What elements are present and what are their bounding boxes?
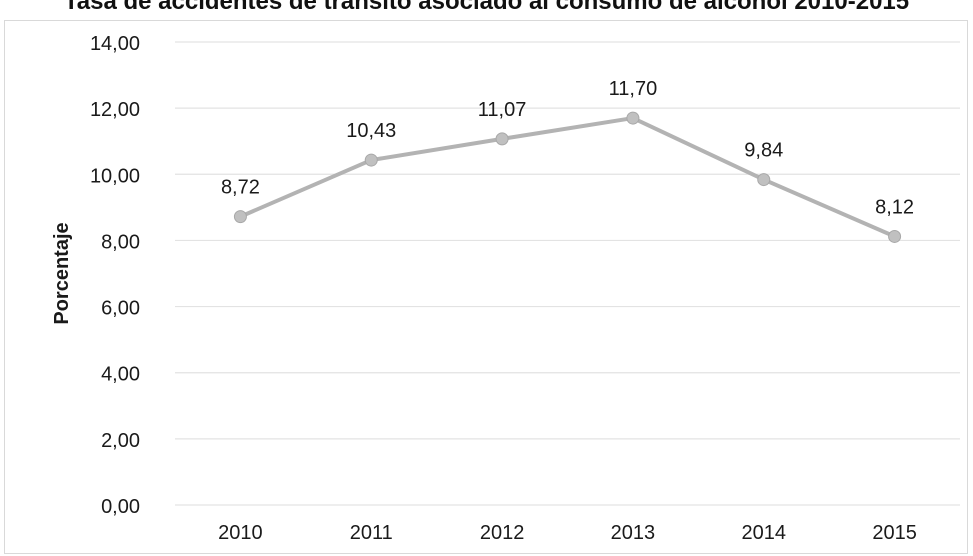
data-point xyxy=(233,210,247,224)
data-label: 11,07 xyxy=(478,99,527,121)
gridlines xyxy=(175,41,960,506)
data-label: 11,70 xyxy=(609,78,658,100)
data-label: 9,84 xyxy=(744,140,783,162)
y-axis-label-group: Porcentaje xyxy=(51,222,73,324)
y-axis-label: Porcentaje xyxy=(51,222,73,324)
data-point xyxy=(364,153,378,167)
data-labels: 8,72 10,43 11,07 11,70 9,84 8,12 xyxy=(221,78,914,218)
y-tick-label: 8,00 xyxy=(101,231,140,253)
data-label: 10,43 xyxy=(346,120,396,142)
data-label: 8,72 xyxy=(221,177,260,199)
y-tick-label: 10,00 xyxy=(90,165,140,187)
data-point xyxy=(757,173,771,187)
x-tick-label: 2014 xyxy=(742,522,787,544)
y-tick-label: 0,00 xyxy=(101,496,140,518)
x-tick-label: 2013 xyxy=(611,522,656,544)
y-tick-label: 14,00 xyxy=(90,33,140,55)
x-tick-label: 2011 xyxy=(350,522,393,544)
x-axis-ticks: 2010 2011 2012 2013 2014 2015 xyxy=(218,522,917,544)
series-line xyxy=(238,116,897,239)
data-label: 8,12 xyxy=(875,196,914,218)
x-tick-label: 2015 xyxy=(872,522,917,544)
data-point xyxy=(626,111,640,125)
y-tick-label: 12,00 xyxy=(90,99,140,121)
y-axis-ticks: 0,00 2,00 4,00 6,00 8,00 10,00 12,00 14,00 xyxy=(90,33,140,518)
x-tick-label: 2010 xyxy=(218,522,263,544)
series-group xyxy=(233,111,902,243)
data-point xyxy=(888,229,902,243)
y-tick-label: 2,00 xyxy=(101,430,140,452)
chart-frame xyxy=(4,20,968,554)
y-tick-label: 6,00 xyxy=(101,298,140,320)
chart-title: Tasa de accidentes de tránsito asociado … xyxy=(63,0,910,15)
data-point xyxy=(495,132,509,146)
x-tick-label: 2012 xyxy=(480,522,525,544)
y-tick-label: 4,00 xyxy=(101,364,140,386)
